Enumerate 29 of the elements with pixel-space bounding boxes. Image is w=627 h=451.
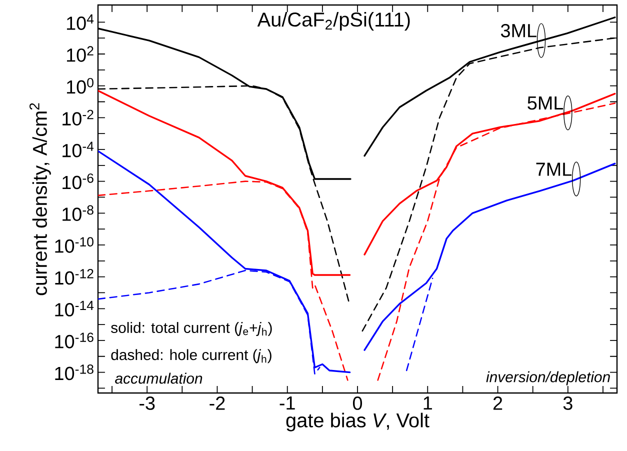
y-tick-label: 10$^{-4}$ [62,142,94,158]
x-tick-label: 0 [352,396,362,410]
annotation: Au/CaF$_{2}$/pSi(111) [257,12,410,31]
x-tick-label: -1 [280,396,295,410]
y-tick-label: 10$^{-10}$ [55,237,94,253]
y-tick-label: 10$^{-12}$ [55,268,94,285]
annotation: 7ML [536,162,572,176]
y-tick-label: 10$^{0}$ [66,78,94,94]
y-tick-label: 10$^{-14}$ [55,300,94,316]
x-tick-label: -3 [140,396,155,410]
x-tick-label: 2 [493,396,502,410]
y-tick-label: 10$^{-8}$ [62,205,94,221]
annotation: 5ML [528,96,564,110]
y-axis-title: current density, A/cm$^{2}$ [30,103,51,296]
y-tick-label: 10$^{-16}$ [55,332,94,348]
annotation: inversion/depletion [486,371,610,386]
y-tick-label: 10$^{4}$ [66,14,94,30]
annotation: dashed: hole current (j$_{h}$) [111,349,272,364]
x-tick-label: 3 [563,396,572,410]
y-tick-label: 10$^{-2}$ [62,110,94,126]
annotation: 3ML [500,24,536,38]
y-tick-label: 10$^{-18}$ [55,364,94,380]
x-tick-label: 1 [424,396,432,410]
x-axis-title: gate bias V, Volt [286,412,430,432]
y-tick-label: 10$^{2}$ [66,46,94,62]
annotation: accumulation [115,372,202,384]
x-tick-label: -2 [210,396,225,410]
annotation: solid: total current (j$_{e}$+j$_{h}$) [111,322,272,336]
y-tick-label: 10$^{-6}$ [62,173,94,190]
